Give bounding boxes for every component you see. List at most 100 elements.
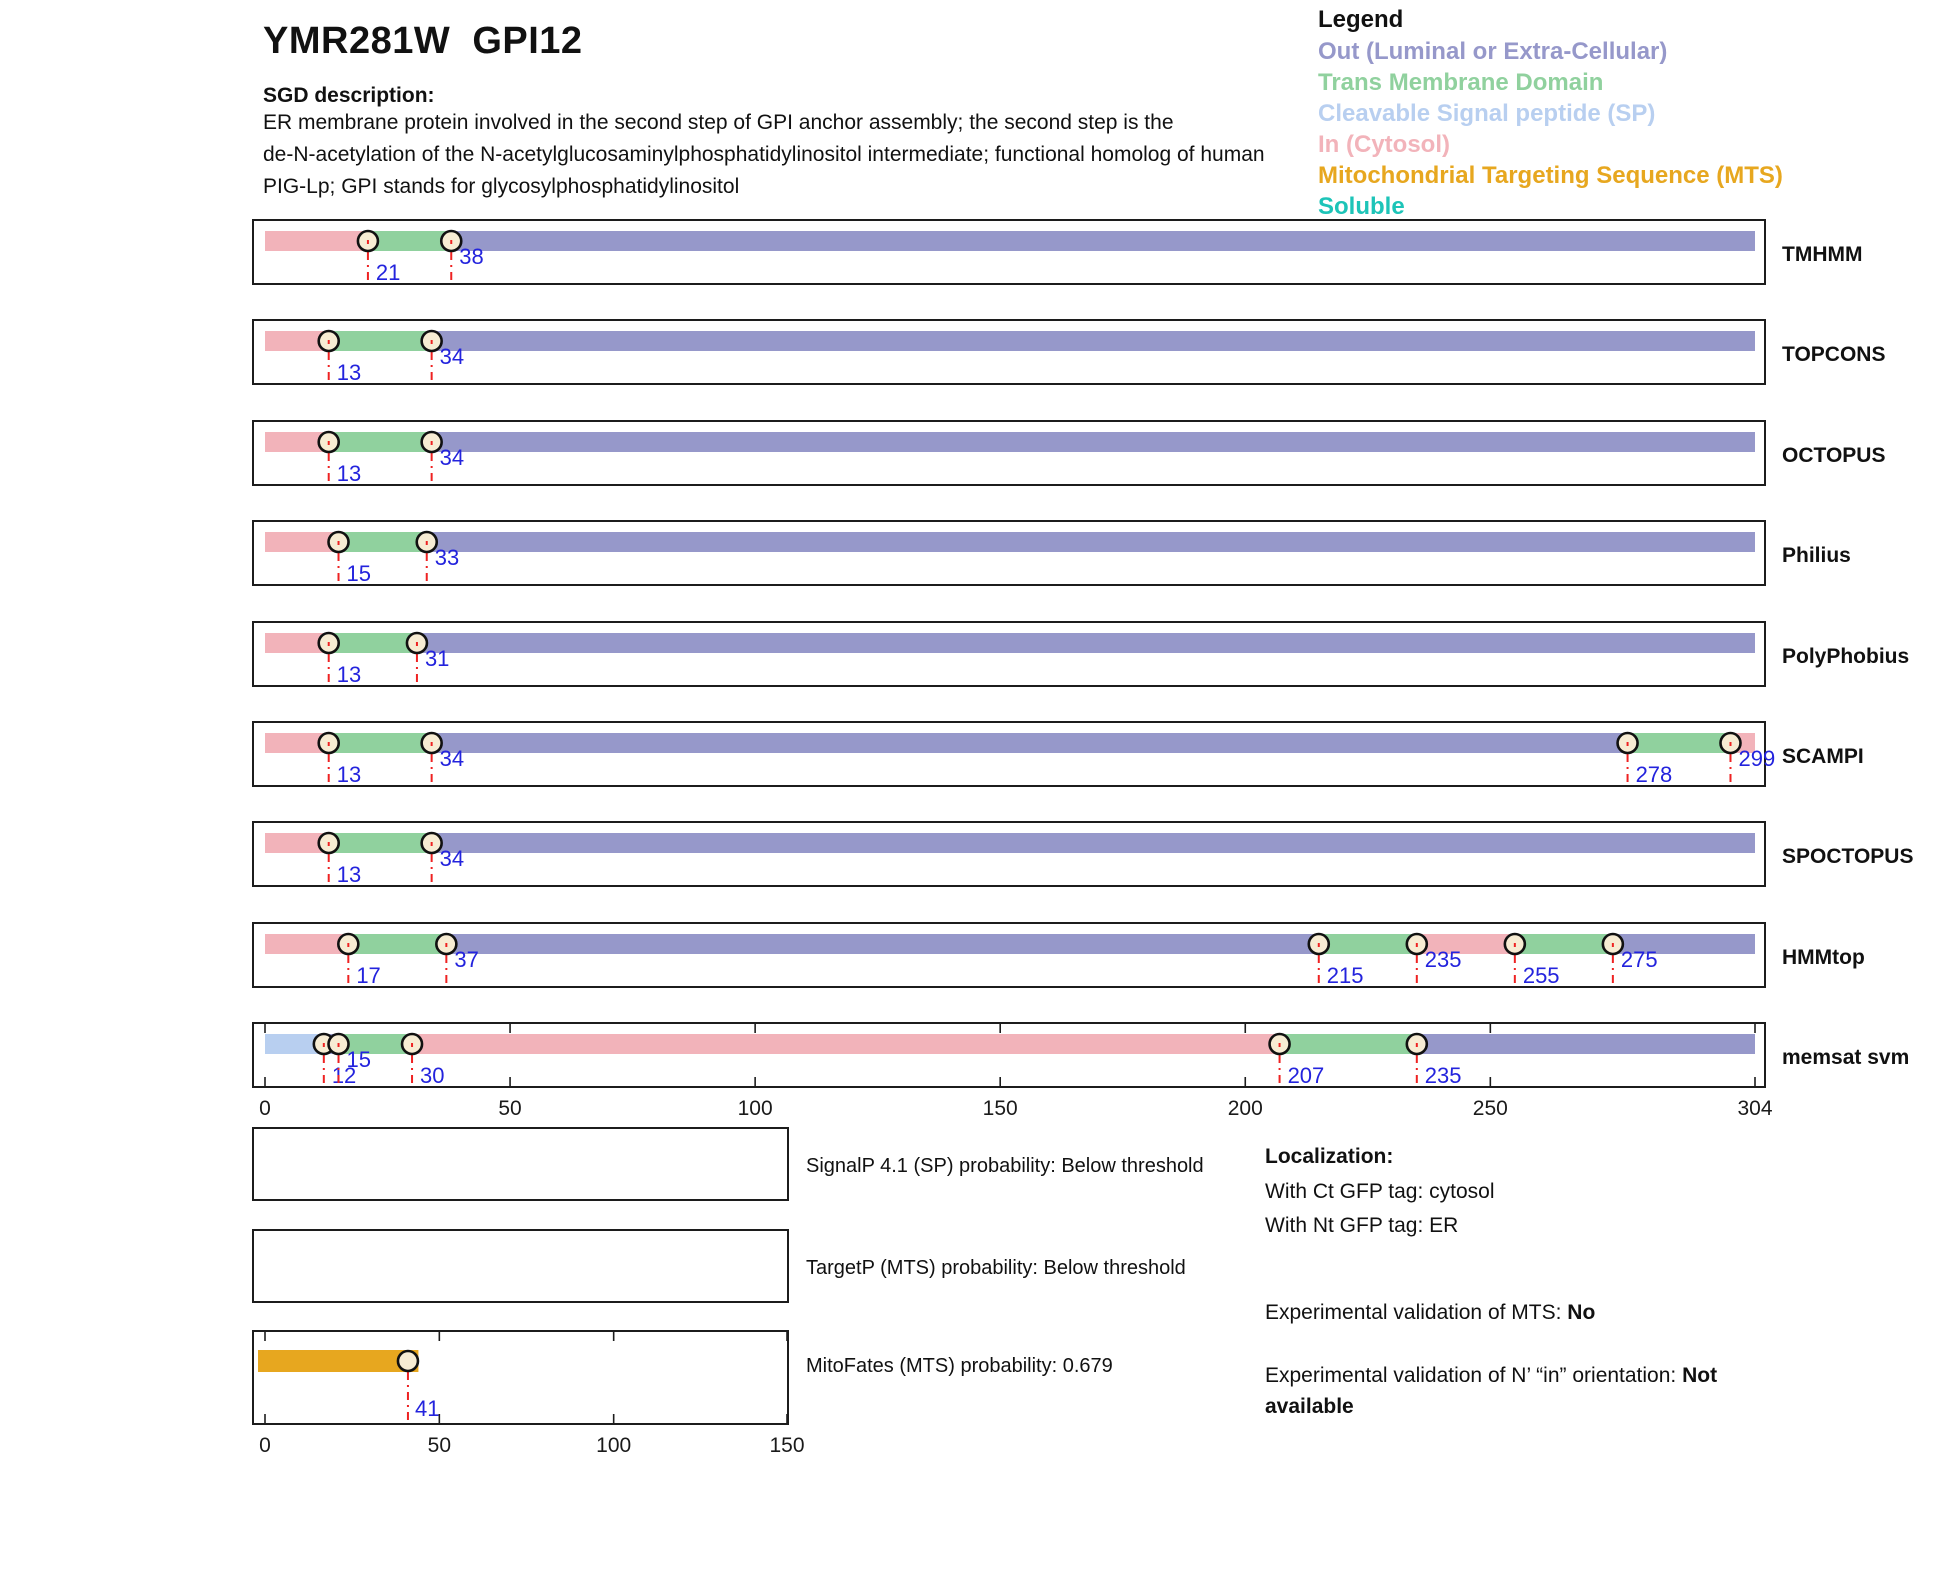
marker-position-value: 34	[440, 846, 464, 871]
track-topcons: 13 34 TOPCONS	[252, 319, 1885, 385]
segment-in	[265, 934, 349, 954]
segment-tm	[328, 833, 432, 853]
axis-tick-label: 50	[428, 1434, 451, 1457]
marker-position-value: 34	[440, 746, 464, 771]
marker-position-value: 207	[1288, 1063, 1325, 1088]
track-scampi: 13 34 278 299 SCAMPI	[252, 721, 1864, 787]
legend-item-out: Out (Luminal or Extra-Cellular)	[1318, 38, 1668, 65]
axis-tick-label: 304	[1737, 1097, 1772, 1120]
sgd-description-line: de-N-acetylation of the N-acetylglucosam…	[263, 143, 1265, 166]
track-philius: 15 33 Philius	[252, 520, 1851, 586]
track-box	[252, 721, 1766, 787]
marker-position-value: 278	[1636, 762, 1673, 787]
marker-position-value: 15	[347, 1047, 371, 1072]
marker-position-value: 34	[440, 445, 464, 470]
axis-tick-label: 50	[498, 1097, 521, 1120]
mts-validation-line: Experimental validation of MTS: No	[1265, 1301, 1595, 1325]
legend-item-mts: Mitochondrial Targeting Sequence (MTS)	[1318, 162, 1783, 189]
marker-position-value: 13	[337, 862, 361, 887]
panel-box	[252, 1127, 789, 1201]
segment-out	[431, 833, 1755, 853]
segment-in	[265, 532, 339, 552]
track-box	[252, 621, 1766, 687]
segment-tm	[338, 1034, 413, 1054]
axis-tick-label: 100	[738, 1097, 773, 1120]
orientation-validation-value: Not available	[1265, 1364, 1718, 1418]
localization-nt-gfp: With Nt GFP tag: ER	[1265, 1214, 1459, 1237]
segment-tm	[328, 432, 432, 452]
segment-out	[431, 331, 1755, 351]
marker-position-value: 17	[356, 963, 380, 988]
marker-position-value: 38	[459, 244, 483, 269]
segment-in	[1416, 934, 1515, 954]
marker-position-value: 34	[440, 344, 464, 369]
sgd-description-label: SGD description:	[263, 84, 435, 107]
axis-tick-label: 200	[1228, 1097, 1263, 1120]
segment-tm	[1514, 934, 1613, 954]
segment-in	[265, 231, 368, 251]
panel-mitofates: 0 50 100 150 41	[252, 1330, 805, 1457]
track-name-label: TMHMM	[1782, 243, 1862, 266]
segment-in	[265, 833, 329, 853]
axis-tick-label: 0	[259, 1097, 271, 1120]
track-box	[252, 219, 1766, 285]
marker-position-value: 13	[337, 762, 361, 787]
track-name-label: TOPCONS	[1782, 343, 1885, 366]
orientation-validation-line: Experimental validation of N’ “in” orien…	[1265, 1360, 1810, 1422]
track-box	[252, 319, 1766, 385]
segment-tm	[348, 934, 447, 954]
segment-out	[1612, 934, 1755, 954]
mts-validation-value: No	[1567, 1301, 1596, 1324]
axis-tick-label: 250	[1473, 1097, 1508, 1120]
marker-circle	[396, 1349, 420, 1373]
segment-tm	[1318, 934, 1417, 954]
track-name-label: PolyPhobius	[1782, 645, 1909, 668]
marker-position-value: 299	[1738, 746, 1775, 771]
track-box	[252, 821, 1766, 887]
segment-tm	[328, 733, 432, 753]
track-name-label: memsat svm	[1782, 1046, 1909, 1069]
sgd-description-line: ER membrane protein involved in the seco…	[263, 111, 1174, 134]
segment-out	[426, 532, 1755, 552]
panel-signalp	[252, 1127, 789, 1201]
legend-item-soluble: Soluble	[1318, 193, 1405, 220]
marker-position-value: 13	[337, 360, 361, 385]
segment-out	[431, 432, 1755, 452]
marker-position-value: 37	[454, 947, 478, 972]
marker-position-value: 13	[337, 662, 361, 687]
signalp-probability-label: SignalP 4.1 (SP) probability: Below thre…	[806, 1155, 1204, 1177]
track-tmhmm: 21 38 TMHMM	[252, 219, 1862, 285]
legend-item-sp: Cleavable Signal peptide (SP)	[1318, 100, 1656, 127]
mts-validation-label: Experimental validation of MTS:	[1265, 1301, 1568, 1324]
marker-position-value: 21	[376, 260, 400, 285]
segment-tm	[367, 231, 452, 251]
segment-in	[265, 432, 329, 452]
axis-tick-label: 150	[983, 1097, 1018, 1120]
segment-sp	[265, 1034, 324, 1054]
residue-axis: 0 50 100 150 200 250 304	[259, 1097, 1773, 1120]
track-name-label: SPOCTOPUS	[1782, 845, 1913, 868]
marker-position-value: 15	[347, 561, 371, 586]
track-hmmtop: 17 37 215 235 255 275 HMMtop	[252, 922, 1865, 988]
panel-box	[252, 1330, 789, 1425]
panel-targetp	[252, 1229, 789, 1303]
segment-mts	[258, 1350, 419, 1372]
marker-position-value: 30	[420, 1063, 444, 1088]
track-name-label: SCAMPI	[1782, 745, 1864, 768]
marker-position-value: 12	[332, 1063, 356, 1088]
segment-tm	[328, 331, 432, 351]
track-spoctopus: 13 34 SPOCTOPUS	[252, 821, 1913, 887]
track-name-label: OCTOPUS	[1782, 444, 1885, 467]
segment-in	[265, 331, 329, 351]
localization-title: Localization:	[1265, 1145, 1394, 1168]
track-box	[252, 420, 1766, 486]
marker-position-value: 33	[435, 545, 459, 570]
track-name-label: HMMtop	[1782, 946, 1865, 969]
page-title: YMR281W GPI12	[263, 20, 583, 62]
axis-tick-label: 150	[769, 1434, 804, 1457]
segment-out	[416, 633, 1755, 653]
marker-position-value: 41	[415, 1396, 439, 1421]
track-box	[252, 1022, 1766, 1088]
